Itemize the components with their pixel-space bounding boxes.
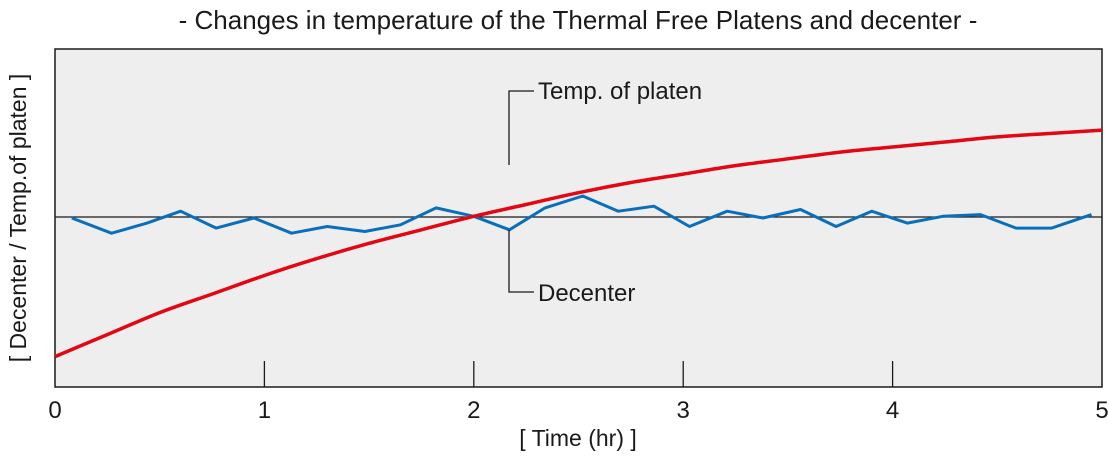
x-tick-label-0: 0 [48,397,61,424]
x-tick-label-3: 3 [677,397,690,424]
decenter-leader-line [508,230,534,293]
x-axis-label: [ Time (hr) ] [519,425,637,451]
x-tick-label-4: 4 [886,397,899,424]
x-tick-label-5: 5 [1095,397,1108,424]
x-tick-label-2: 2 [467,397,480,424]
x-tick-marks [263,361,894,387]
chart-title: - Changes in temperature of the Thermal … [179,5,978,35]
platen-leader-line [508,90,534,165]
x-tick-labels: 0 1 2 3 4 5 [48,397,1108,424]
decenter-annotation: Decenter [538,280,635,307]
platen-annotation: Temp. of platen [538,78,702,105]
series-line-platen [54,128,1103,359]
y-axis-label: [ Decenter / Temp.of platen ] [5,74,31,363]
series-line-decenter [71,194,1092,235]
x-tick-label-1: 1 [258,397,271,424]
